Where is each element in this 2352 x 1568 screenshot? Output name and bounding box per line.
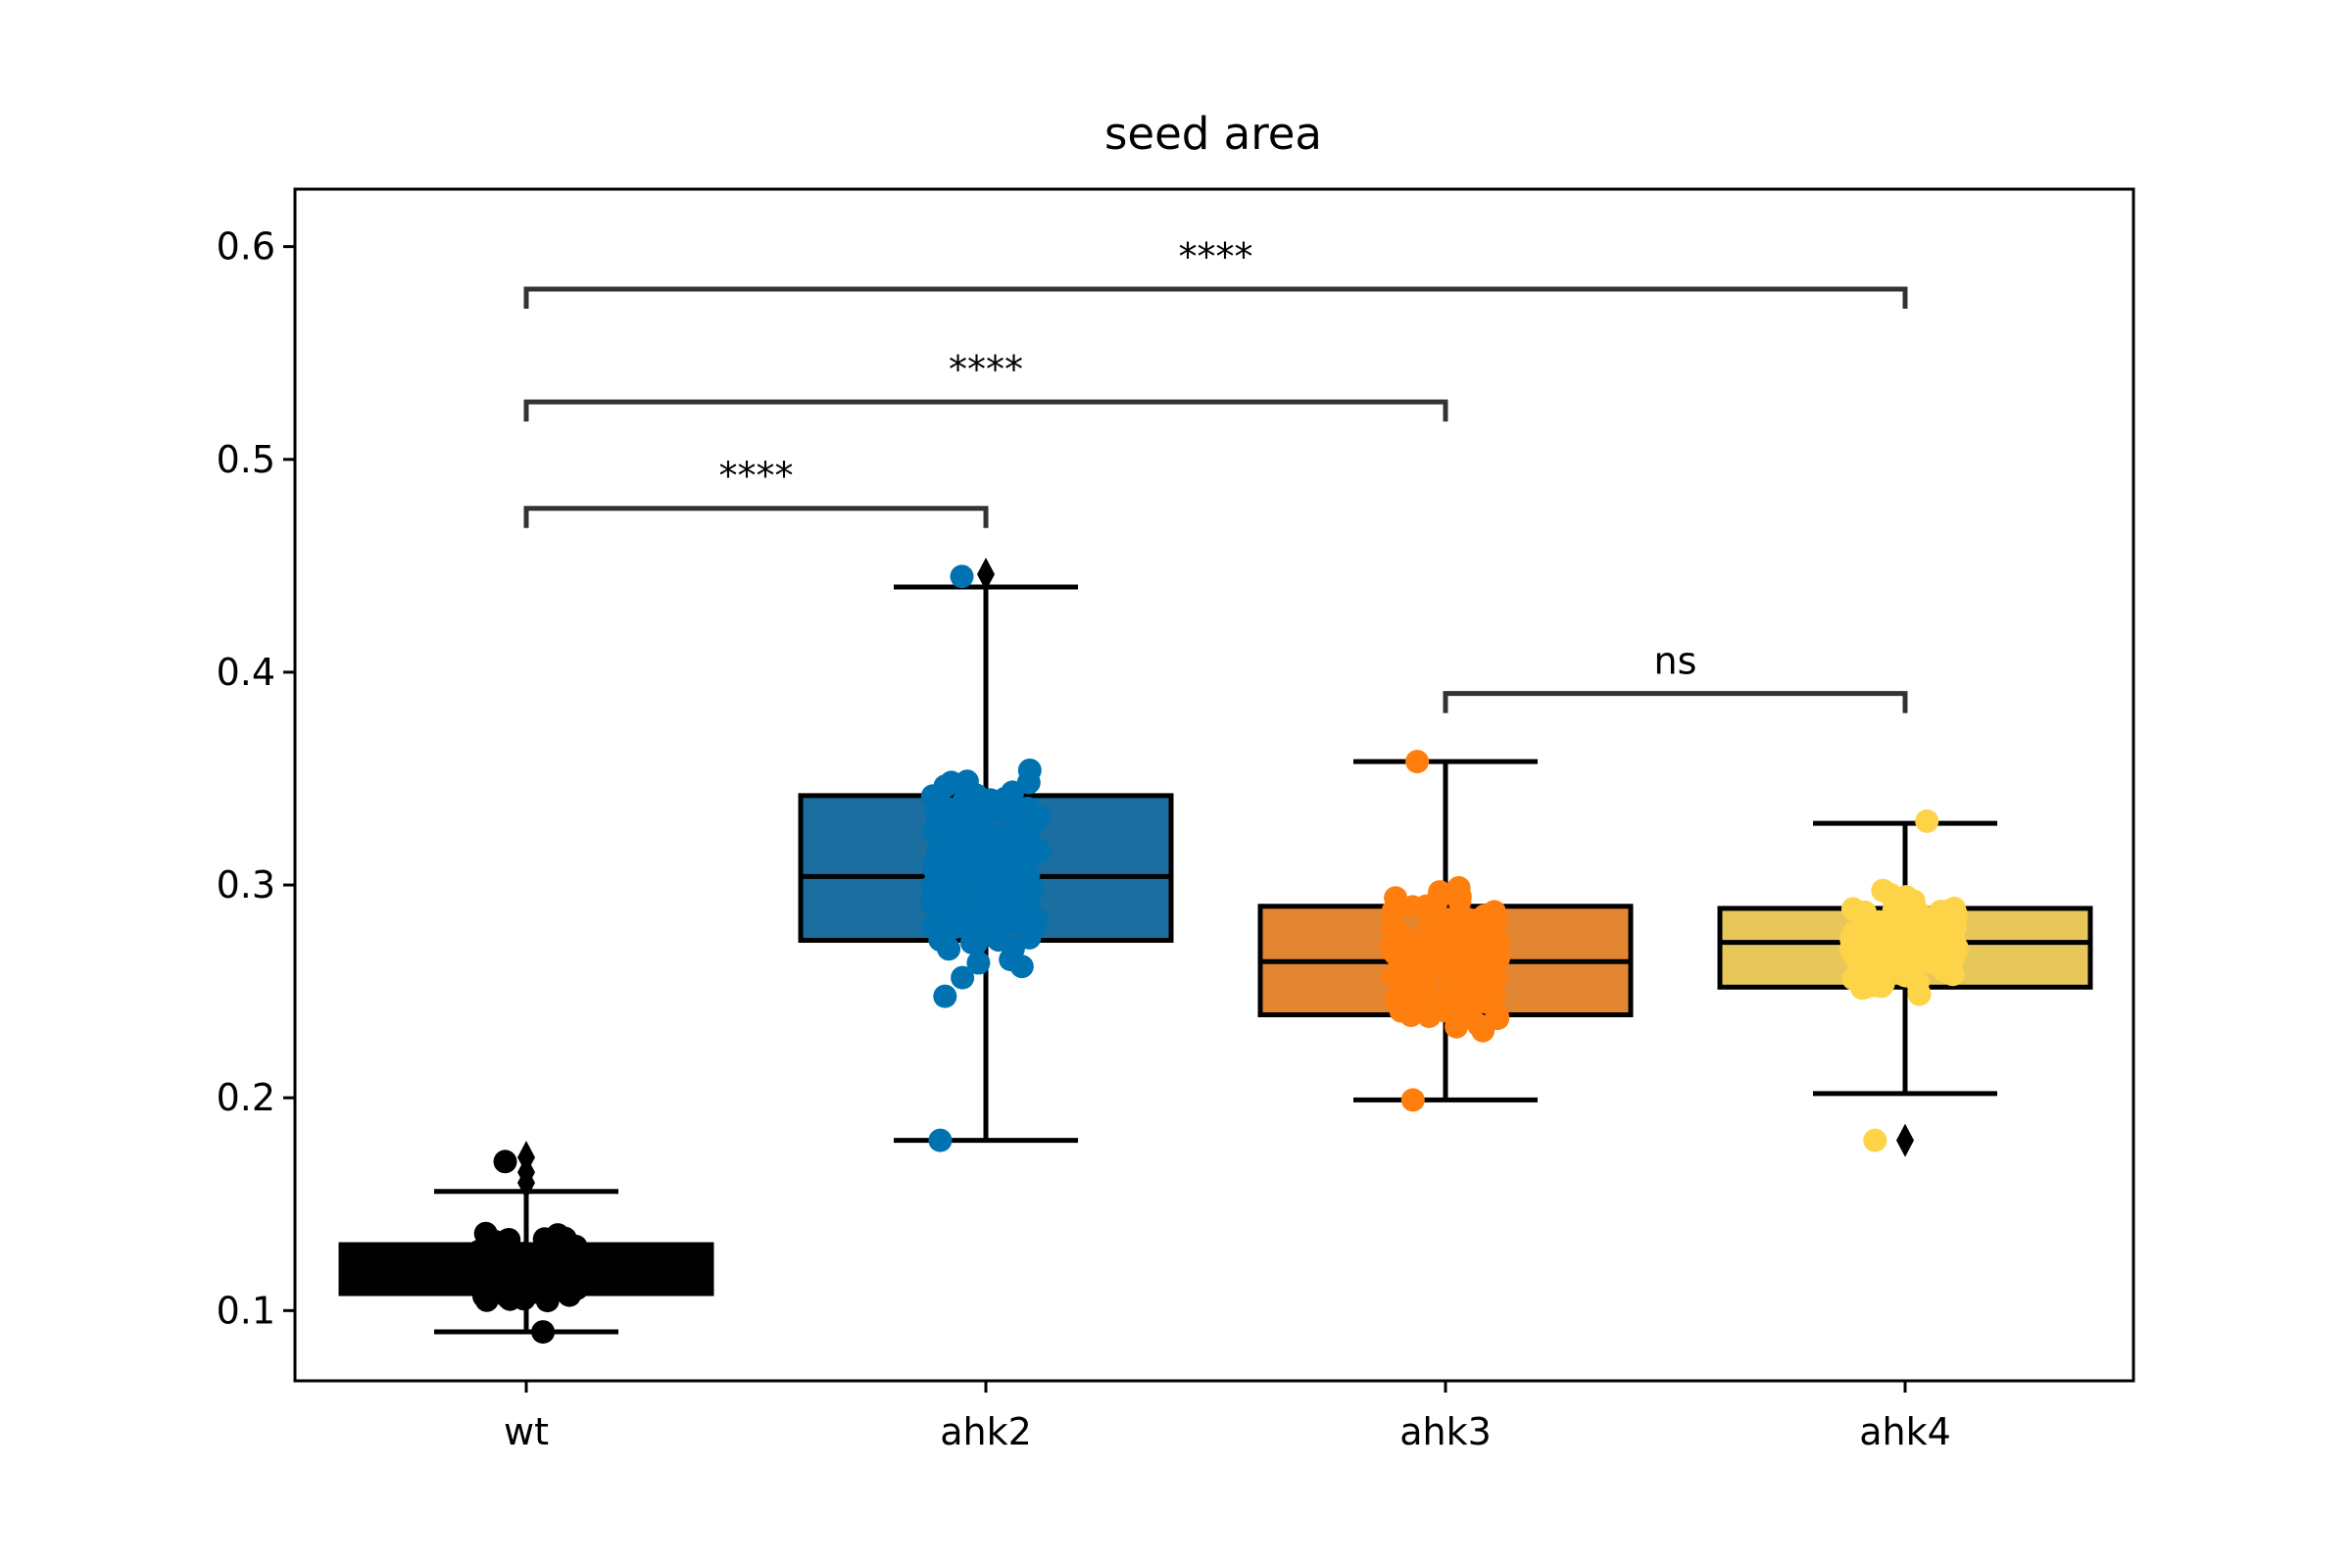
data-point [1893,963,1918,988]
box-group-wt [338,1141,714,1345]
data-point [1483,954,1507,977]
data-point [493,1150,517,1174]
data-point [1395,936,1418,959]
data-point [1400,1088,1425,1112]
chart-title: seed area [1104,108,1322,160]
data-point [928,1128,953,1152]
axes-frame [293,187,2135,1383]
data-point [518,1242,542,1266]
data-point [498,1287,522,1311]
significance-label: **** [719,455,794,498]
data-point [951,965,975,990]
data-point [966,951,991,975]
data-point [956,819,980,844]
data-point [1476,990,1500,1014]
y-axis: 0.1 0.2 0.3 0.4 0.5 0.6 [217,225,295,1332]
data-point [1399,973,1424,998]
data-point [972,806,997,830]
data-point [1001,937,1025,961]
data-point [531,1320,556,1345]
significance-label: **** [1179,235,1253,278]
data-point [524,1273,548,1298]
data-point [1909,905,1934,928]
data-point [930,925,955,950]
box-group-ahk3 [1257,750,1634,1112]
x-tick-label: ahk3 [1399,1410,1492,1453]
x-tick-label: ahk4 [1859,1410,1951,1453]
data-point [969,858,994,883]
significance-bracket [523,399,1448,422]
data-point [1840,897,1865,921]
data-point [483,1243,508,1267]
x-axis: wt ahk2 ahk3 ahk4 [504,1381,1951,1453]
data-point [1853,975,1878,1000]
data-point [1868,951,1892,975]
significance-bracket [523,506,989,528]
data-point [1026,840,1051,864]
significance-label: **** [949,348,1023,391]
x-tick-label: ahk2 [940,1410,1032,1453]
y-tick-label: 0.3 [217,863,275,906]
y-tick-label: 0.2 [217,1076,275,1119]
data-point [1428,880,1452,905]
data-point [933,984,957,1008]
outlier-marker [1896,1123,1914,1157]
significance-annotations: **** **** **** ns [523,235,1908,713]
y-tick-label: 0.6 [217,225,275,269]
significance-bracket [1443,691,1908,713]
data-point [1863,1128,1887,1152]
data-point [1024,906,1049,931]
data-point [950,564,974,589]
y-tick-label: 0.4 [217,651,275,694]
box-group-ahk2 [798,558,1174,1152]
data-point [1915,808,1939,833]
data-point [1434,928,1458,953]
y-tick-label: 0.1 [217,1289,275,1332]
data-point [1436,907,1460,932]
y-tick-label: 0.5 [217,438,275,481]
data-point [995,870,1019,895]
outlier-marker [517,1166,535,1200]
data-point [1455,930,1480,954]
data-point [559,1277,583,1301]
data-point [1912,934,1936,958]
data-point [1440,976,1463,1000]
data-point [1856,929,1881,954]
plot-area [338,558,2093,1345]
data-point [992,796,1016,820]
data-point [933,774,957,799]
significance-label: ns [1654,640,1697,683]
data-point [1446,876,1471,900]
data-point [1002,831,1026,856]
data-point [1027,805,1052,829]
data-point [1935,959,1959,984]
significance-bracket [523,286,1908,310]
data-point [954,775,978,799]
data-point [1445,1014,1469,1039]
data-point [1421,996,1446,1020]
data-point [1384,886,1408,910]
x-tick-label: wt [504,1410,549,1453]
box-group-ahk4 [1717,808,2093,1157]
data-point [463,1265,487,1290]
data-point [1016,862,1041,887]
data-point [1389,999,1413,1023]
outlier-marker [977,558,995,592]
data-point [1405,750,1430,774]
data-point [1907,982,1932,1006]
data-point [1472,904,1496,928]
data-point [1477,923,1501,948]
data-point [1871,971,1895,996]
data-point [938,863,962,888]
data-point [927,804,952,828]
data-point [995,893,1019,916]
data-point [961,898,986,922]
